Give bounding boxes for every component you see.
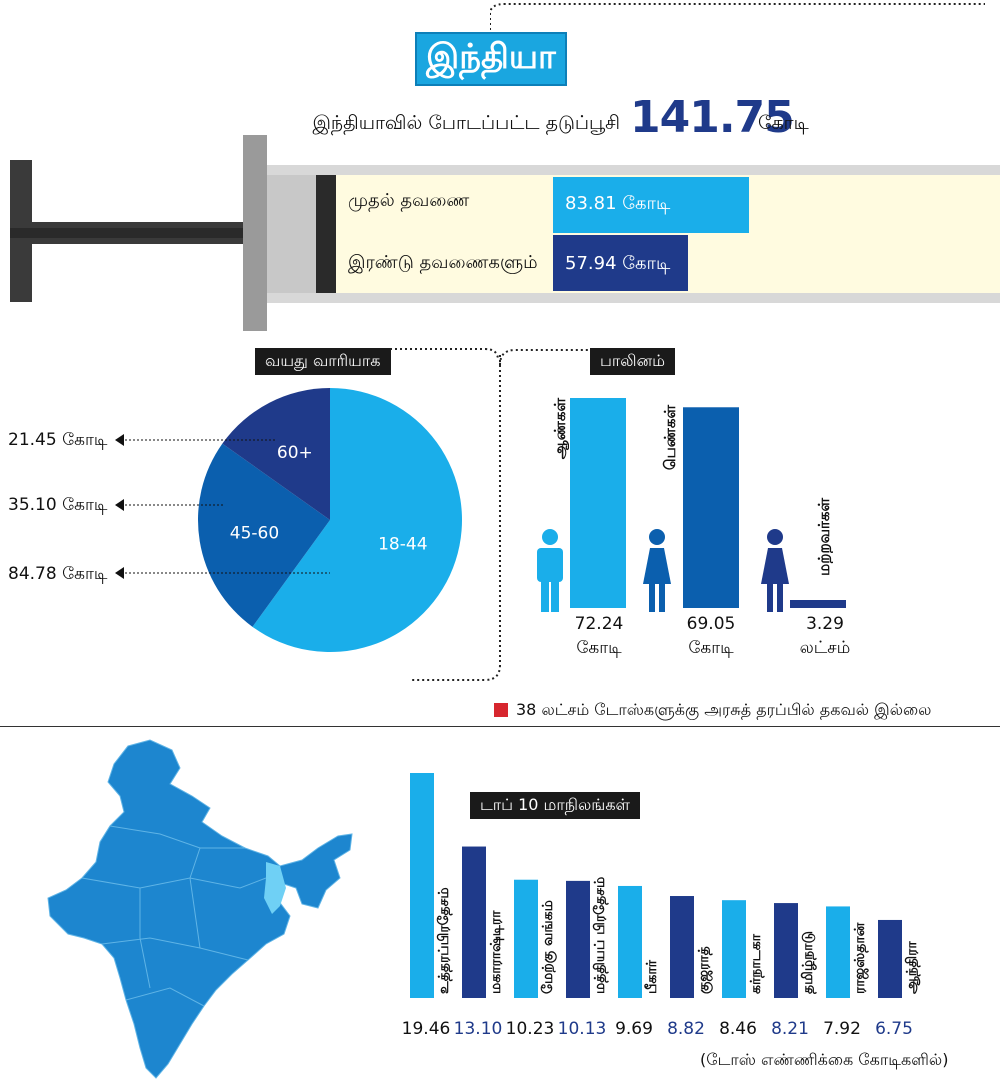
- state-bar-8: [826, 906, 850, 998]
- gender-value-men-unit: கோடி: [576, 638, 622, 658]
- state-label-9: ஆந்திரா: [904, 941, 921, 994]
- syringe-flange: [243, 135, 267, 331]
- gender-value-women-unit: கோடி: [688, 638, 734, 658]
- dose-first-bar: [553, 177, 749, 233]
- dose-first-value: 83.81 கோடி: [565, 193, 671, 214]
- gender-value-men-number: 72.24: [574, 614, 624, 634]
- age-value-45-60: 35.10 கோடி: [8, 495, 108, 515]
- state-value-7: 8.21: [771, 1019, 809, 1039]
- gender-bar-2: [790, 600, 846, 608]
- state-value-5: 8.82: [667, 1019, 705, 1039]
- gender-section-title: பாலினம்: [590, 348, 675, 375]
- gender-label-women: பெண்கள்: [661, 405, 679, 471]
- pie-slice-18-44: [252, 388, 462, 652]
- state-bar-6: [722, 900, 746, 998]
- state-bar-7: [774, 903, 798, 998]
- pie-label-18-44: 18-44: [378, 535, 427, 555]
- state-label-2: மேற்கு வங்கம்: [540, 900, 557, 994]
- state-bar-9: [878, 919, 902, 998]
- gender-value-others: 3.29 லட்சம்: [790, 612, 860, 660]
- horizontal-divider: [0, 726, 1000, 727]
- dose-first-label: முதல் தவணை: [348, 190, 470, 211]
- state-value-0: 19.46: [402, 1019, 451, 1039]
- state-value-4: 9.69: [615, 1019, 653, 1039]
- note-text: 38 லட்சம் டோஸ்களுக்கு அரசுத் தரப்பில் தக…: [516, 700, 932, 719]
- state-bar-4: [618, 885, 642, 998]
- gender-label-others: மற்றவர்கள்: [815, 498, 833, 576]
- gender-value-women-number: 69.05: [686, 614, 736, 634]
- gender-bar-chart: [570, 398, 846, 608]
- pie-label-60-plus: 60+: [277, 443, 313, 463]
- dose-second-value: 57.94 கோடி: [565, 253, 671, 274]
- pie-label-45-60: 45-60: [230, 523, 279, 543]
- state-label-3: மத்தியப் பிரதேசம்: [592, 877, 609, 994]
- gender-bar-1: [683, 407, 739, 608]
- state-bar-2: [514, 879, 538, 998]
- state-value-8: 7.92: [823, 1019, 861, 1039]
- section-divider: [410, 349, 590, 681]
- total-doses-value: 141.75: [630, 92, 795, 143]
- male-person-icon: [537, 529, 563, 612]
- state-value-3: 10.13: [558, 1019, 607, 1039]
- state-label-1: மகாராஷ்டிரா: [488, 910, 504, 994]
- top-connector: [490, 3, 985, 30]
- gender-bar-0: [570, 398, 626, 608]
- gender-value-women: 69.05 கோடி: [680, 612, 742, 660]
- states-bar-chart: உத்தரப்பிரதேசம் 19.46 மகாராஷ்டிரா 13.10 மேற்…: [402, 773, 921, 1039]
- gender-label-men: ஆண்கள்: [551, 398, 569, 460]
- state-label-5: குஜராத்: [696, 946, 713, 994]
- state-bar-1: [462, 846, 486, 998]
- gender-value-others-unit: லட்சம்: [799, 638, 851, 658]
- age-section-title: வயது வாரியாக: [255, 348, 391, 375]
- dose-second-bar: [553, 235, 689, 291]
- age-value-18-44: 84.78 கோடி: [8, 564, 108, 584]
- total-doses-label: இந்தியாவில் போடப்பட்ட தடுப்பூசி: [312, 112, 620, 134]
- female-person-icon: [643, 529, 671, 612]
- state-bar-0: [410, 773, 434, 998]
- age-value-60-plus: 21.45 கோடி: [8, 430, 108, 450]
- other-person-icon: [761, 529, 789, 612]
- state-value-6: 8.46: [719, 1019, 757, 1039]
- syringe-rod-shade: [10, 228, 340, 238]
- state-label-6: கர்நாடகா: [748, 933, 765, 994]
- note-marker: [494, 703, 508, 717]
- arrow-60-plus: [115, 434, 124, 446]
- arrow-18-44: [115, 567, 124, 579]
- gender-value-others-number: 3.29: [806, 614, 844, 634]
- india-state-borders: [81, 825, 267, 1007]
- age-dotted-line: [390, 348, 499, 360]
- state-value-9: 6.75: [875, 1019, 913, 1039]
- pie-slice-60-plus: [222, 388, 330, 520]
- dose-second-label: இரண்டு தவணைகளும்: [348, 252, 538, 273]
- page-title: இந்தியா: [415, 32, 567, 86]
- india-map: [47, 739, 353, 1079]
- state-label-7: தமிழ்நாடு: [800, 931, 817, 994]
- syringe-plunger-head: [316, 175, 336, 293]
- state-value-1: 13.10: [454, 1019, 503, 1039]
- syringe-illustration: [10, 135, 1000, 331]
- states-footnote: (டோஸ் எண்ணிக்கை கோடிகளில்): [700, 1050, 949, 1069]
- states-section-title: டாப் 10 மாநிலங்கள்: [470, 792, 640, 819]
- state-bar-3: [566, 880, 590, 998]
- india-map-shape: [47, 739, 353, 1079]
- state-label-8: ராஜஸ்தான்: [852, 922, 869, 994]
- west-bengal-highlight: [264, 862, 286, 914]
- age-pie-chart: 18-44 45-60 60+: [197, 388, 462, 652]
- gender-value-men: 72.24 கோடி: [568, 612, 630, 660]
- state-label-4: பீகார்: [644, 959, 660, 994]
- pie-slice-45-60: [197, 443, 330, 627]
- state-label-0: உத்தரப்பிரதேசம்: [436, 887, 453, 994]
- total-doses-unit: கோடி: [758, 112, 809, 134]
- age-leader-lines: [115, 434, 330, 579]
- state-bar-5: [670, 896, 694, 998]
- state-value-2: 10.23: [506, 1019, 555, 1039]
- arrow-45-60: [115, 499, 124, 511]
